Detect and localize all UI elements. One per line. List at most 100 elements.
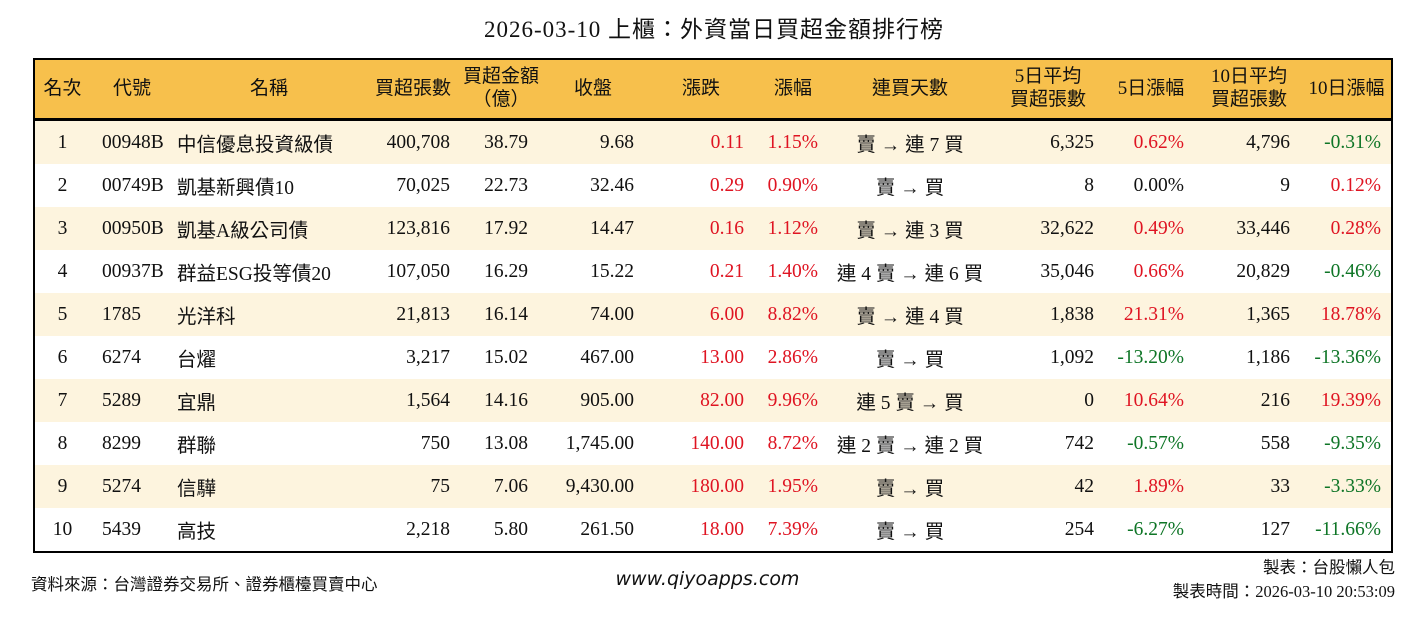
cell-rank: 7 [57,389,68,411]
cell-close: 32.46 [590,174,634,196]
ranking-table: 名次 代號 名稱 買超張數 買超金額 （億） 收盤 漲跌 漲幅 連買天數 5日平均 買超張數 5日漲… [33,58,1393,553]
cell-change: 13.00 [700,346,744,368]
cell-amount: 22.73 [484,174,528,196]
table-row: 10 5439 高技 2,218 5.80 261.50 18.00 7.39% 賣 → 買 25… [34,508,1392,552]
cell-rank: 10 [52,518,73,540]
cell-pct10: -0.31% [1324,131,1381,153]
cell-avg5: 254 [1064,518,1094,540]
cell-name: 宜鼎 [177,393,217,414]
column-header-pct10: 10日漲幅 [1302,59,1392,121]
cell-amount: 5.80 [493,518,528,540]
cell-pct10: 0.12% [1330,174,1381,196]
cell-change: 18.00 [700,518,744,540]
cell-avg5: 32,622 [1040,217,1094,239]
cell-close: 905.00 [580,389,634,411]
cell-rank: 2 [57,174,68,196]
cell-code: 5289 [102,389,141,411]
table-row: 9 5274 信驊 75 7.06 9,430.00 180.00 1.95% 賣 → 買 42 1… [34,465,1392,508]
cell-pct5: 10.64% [1123,389,1184,411]
cell-volume: 1,564 [406,389,450,411]
table-row: 8 8299 群聯 750 13.08 1,745.00 140.00 8.72% 連 2 賣 … [34,422,1392,465]
cell-streak: 賣 → 連 7 買 [856,135,964,156]
cell-change: 82.00 [700,389,744,411]
cell-change: 0.11 [710,131,744,153]
cell-pct5: 0.66% [1133,260,1184,282]
cell-code: 8299 [102,432,141,454]
cell-pct10: -9.35% [1324,432,1381,454]
cell-name: 中信優息投資級債 [177,135,334,156]
column-header-change: 漲跌 [646,59,756,121]
maker-text: 製表：台股懶人包 [1263,558,1395,577]
cell-code: 00948B [102,131,164,153]
cell-volume: 70,025 [396,174,450,196]
cell-avg10: 20,829 [1236,260,1290,282]
footer-credits: 製表：台股懶人包 製表時間：2026-03-10 20:53:09 [1173,556,1395,604]
cell-volume: 400,708 [386,131,450,153]
table-body: 1 00948B 中信優息投資級債 400,708 38.79 9.68 0.11 1.15%… [34,119,1392,552]
cell-close: 261.50 [580,518,634,540]
cell-volume: 21,813 [396,303,450,325]
cell-avg5: 1,838 [1050,303,1094,325]
cell-pct10: -13.36% [1314,346,1381,368]
cell-avg5: 742 [1064,432,1094,454]
cell-rank: 6 [57,346,68,368]
cell-streak: 賣 → 買 [875,522,945,543]
cell-change: 140.00 [690,432,744,454]
cell-name: 凱基A級公司債 [177,221,309,242]
cell-close: 467.00 [580,346,634,368]
made-at-text: 製表時間：2026-03-10 20:53:09 [1172,582,1395,601]
cell-pct10: -11.66% [1315,518,1381,540]
cell-close: 9,430.00 [565,475,634,497]
cell-avg5: 0 [1084,389,1094,411]
cell-code: 00749B [102,174,164,196]
cell-rank: 5 [57,303,68,325]
table-row: 4 00937B 群益ESG投等債20 107,050 16.29 15.22 0.21 1.… [34,250,1392,293]
cell-volume: 3,217 [406,346,450,368]
cell-avg5: 6,325 [1050,131,1094,153]
table-row: 7 5289 宜鼎 1,564 14.16 905.00 82.00 9.96% 連 5 賣 →… [34,379,1392,422]
cell-rank: 1 [57,131,68,153]
cell-volume: 2,218 [406,518,450,540]
cell-avg10: 33,446 [1236,217,1290,239]
column-header-change_pct: 漲幅 [756,59,830,121]
cell-avg10: 1,365 [1246,303,1290,325]
cell-streak: 連 5 賣 → 買 [856,393,964,414]
cell-change_pct: 7.39% [767,518,818,540]
cell-avg5: 35,046 [1040,260,1094,282]
cell-code: 00937B [102,260,164,282]
cell-name: 台燿 [177,350,217,371]
cell-amount: 13.08 [484,432,528,454]
cell-change_pct: 8.82% [767,303,818,325]
cell-volume: 123,816 [386,217,450,239]
column-header-name: 名稱 [174,59,364,121]
cell-change: 180.00 [690,475,744,497]
cell-change: 6.00 [709,303,744,325]
cell-streak: 賣 → 買 [875,479,945,500]
cell-change_pct: 1.12% [767,217,818,239]
cell-streak: 賣 → 連 4 買 [856,307,964,328]
cell-name: 光洋科 [177,307,236,328]
cell-pct5: 21.31% [1123,303,1184,325]
cell-avg5: 1,092 [1050,346,1094,368]
column-header-avg5: 5日平均 買超張數 [990,59,1106,121]
cell-avg10: 558 [1260,432,1290,454]
cell-change_pct: 1.95% [767,475,818,497]
column-header-streak: 連買天數 [830,59,990,121]
data-source-text: 資料來源：台灣證券交易所、證券櫃檯買賣中心 [31,575,378,594]
cell-close: 1,745.00 [565,432,634,454]
cell-close: 9.68 [599,131,634,153]
column-header-pct5: 5日漲幅 [1106,59,1196,121]
cell-change_pct: 8.72% [767,432,818,454]
column-header-code: 代號 [90,59,174,121]
cell-change: 0.29 [709,174,744,196]
cell-avg10: 4,796 [1246,131,1290,153]
cell-pct5: 1.89% [1133,475,1184,497]
cell-pct5: 0.62% [1133,131,1184,153]
cell-close: 15.22 [590,260,634,282]
table-row: 6 6274 台燿 3,217 15.02 467.00 13.00 2.86% 賣 → 買 1,… [34,336,1392,379]
cell-avg10: 216 [1260,389,1290,411]
cell-code: 5274 [102,475,141,497]
table-row: 3 00950B 凱基A級公司債 123,816 17.92 14.47 0.16 1.12%… [34,207,1392,250]
cell-avg5: 42 [1074,475,1095,497]
cell-avg10: 9 [1280,174,1290,196]
